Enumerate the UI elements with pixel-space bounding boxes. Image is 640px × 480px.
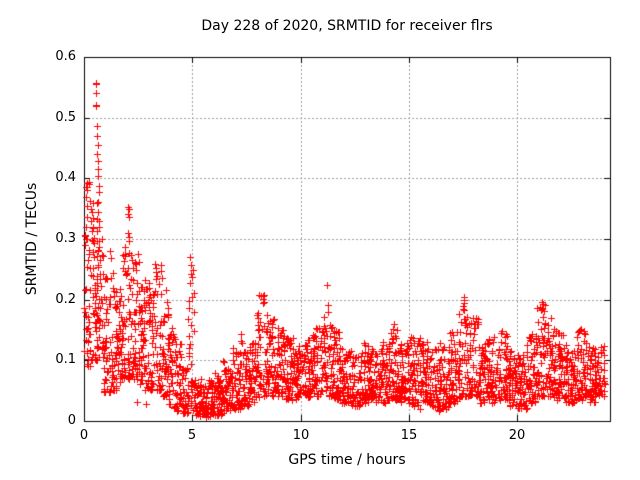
y-tick-label: 0.1: [55, 352, 76, 367]
y-tick-label: 0.6: [55, 49, 76, 64]
x-tick-label: 15: [400, 428, 418, 443]
x-tick-label: 10: [292, 428, 310, 443]
x-tick-label: 0: [79, 428, 89, 443]
y-tick-label: 0.3: [55, 231, 76, 246]
y-tick-label: 0: [67, 413, 76, 428]
x-tick-label: 5: [187, 428, 197, 443]
x-axis-label: GPS time / hours: [288, 452, 406, 468]
y-tick-label: 0.5: [55, 110, 76, 125]
x-tick-label: 20: [508, 428, 526, 443]
y-tick-label: 0.4: [55, 170, 76, 185]
y-tick-label: 0.2: [55, 292, 76, 307]
chart-title: Day 228 of 2020, SRMTID for receiver flr…: [201, 18, 493, 34]
